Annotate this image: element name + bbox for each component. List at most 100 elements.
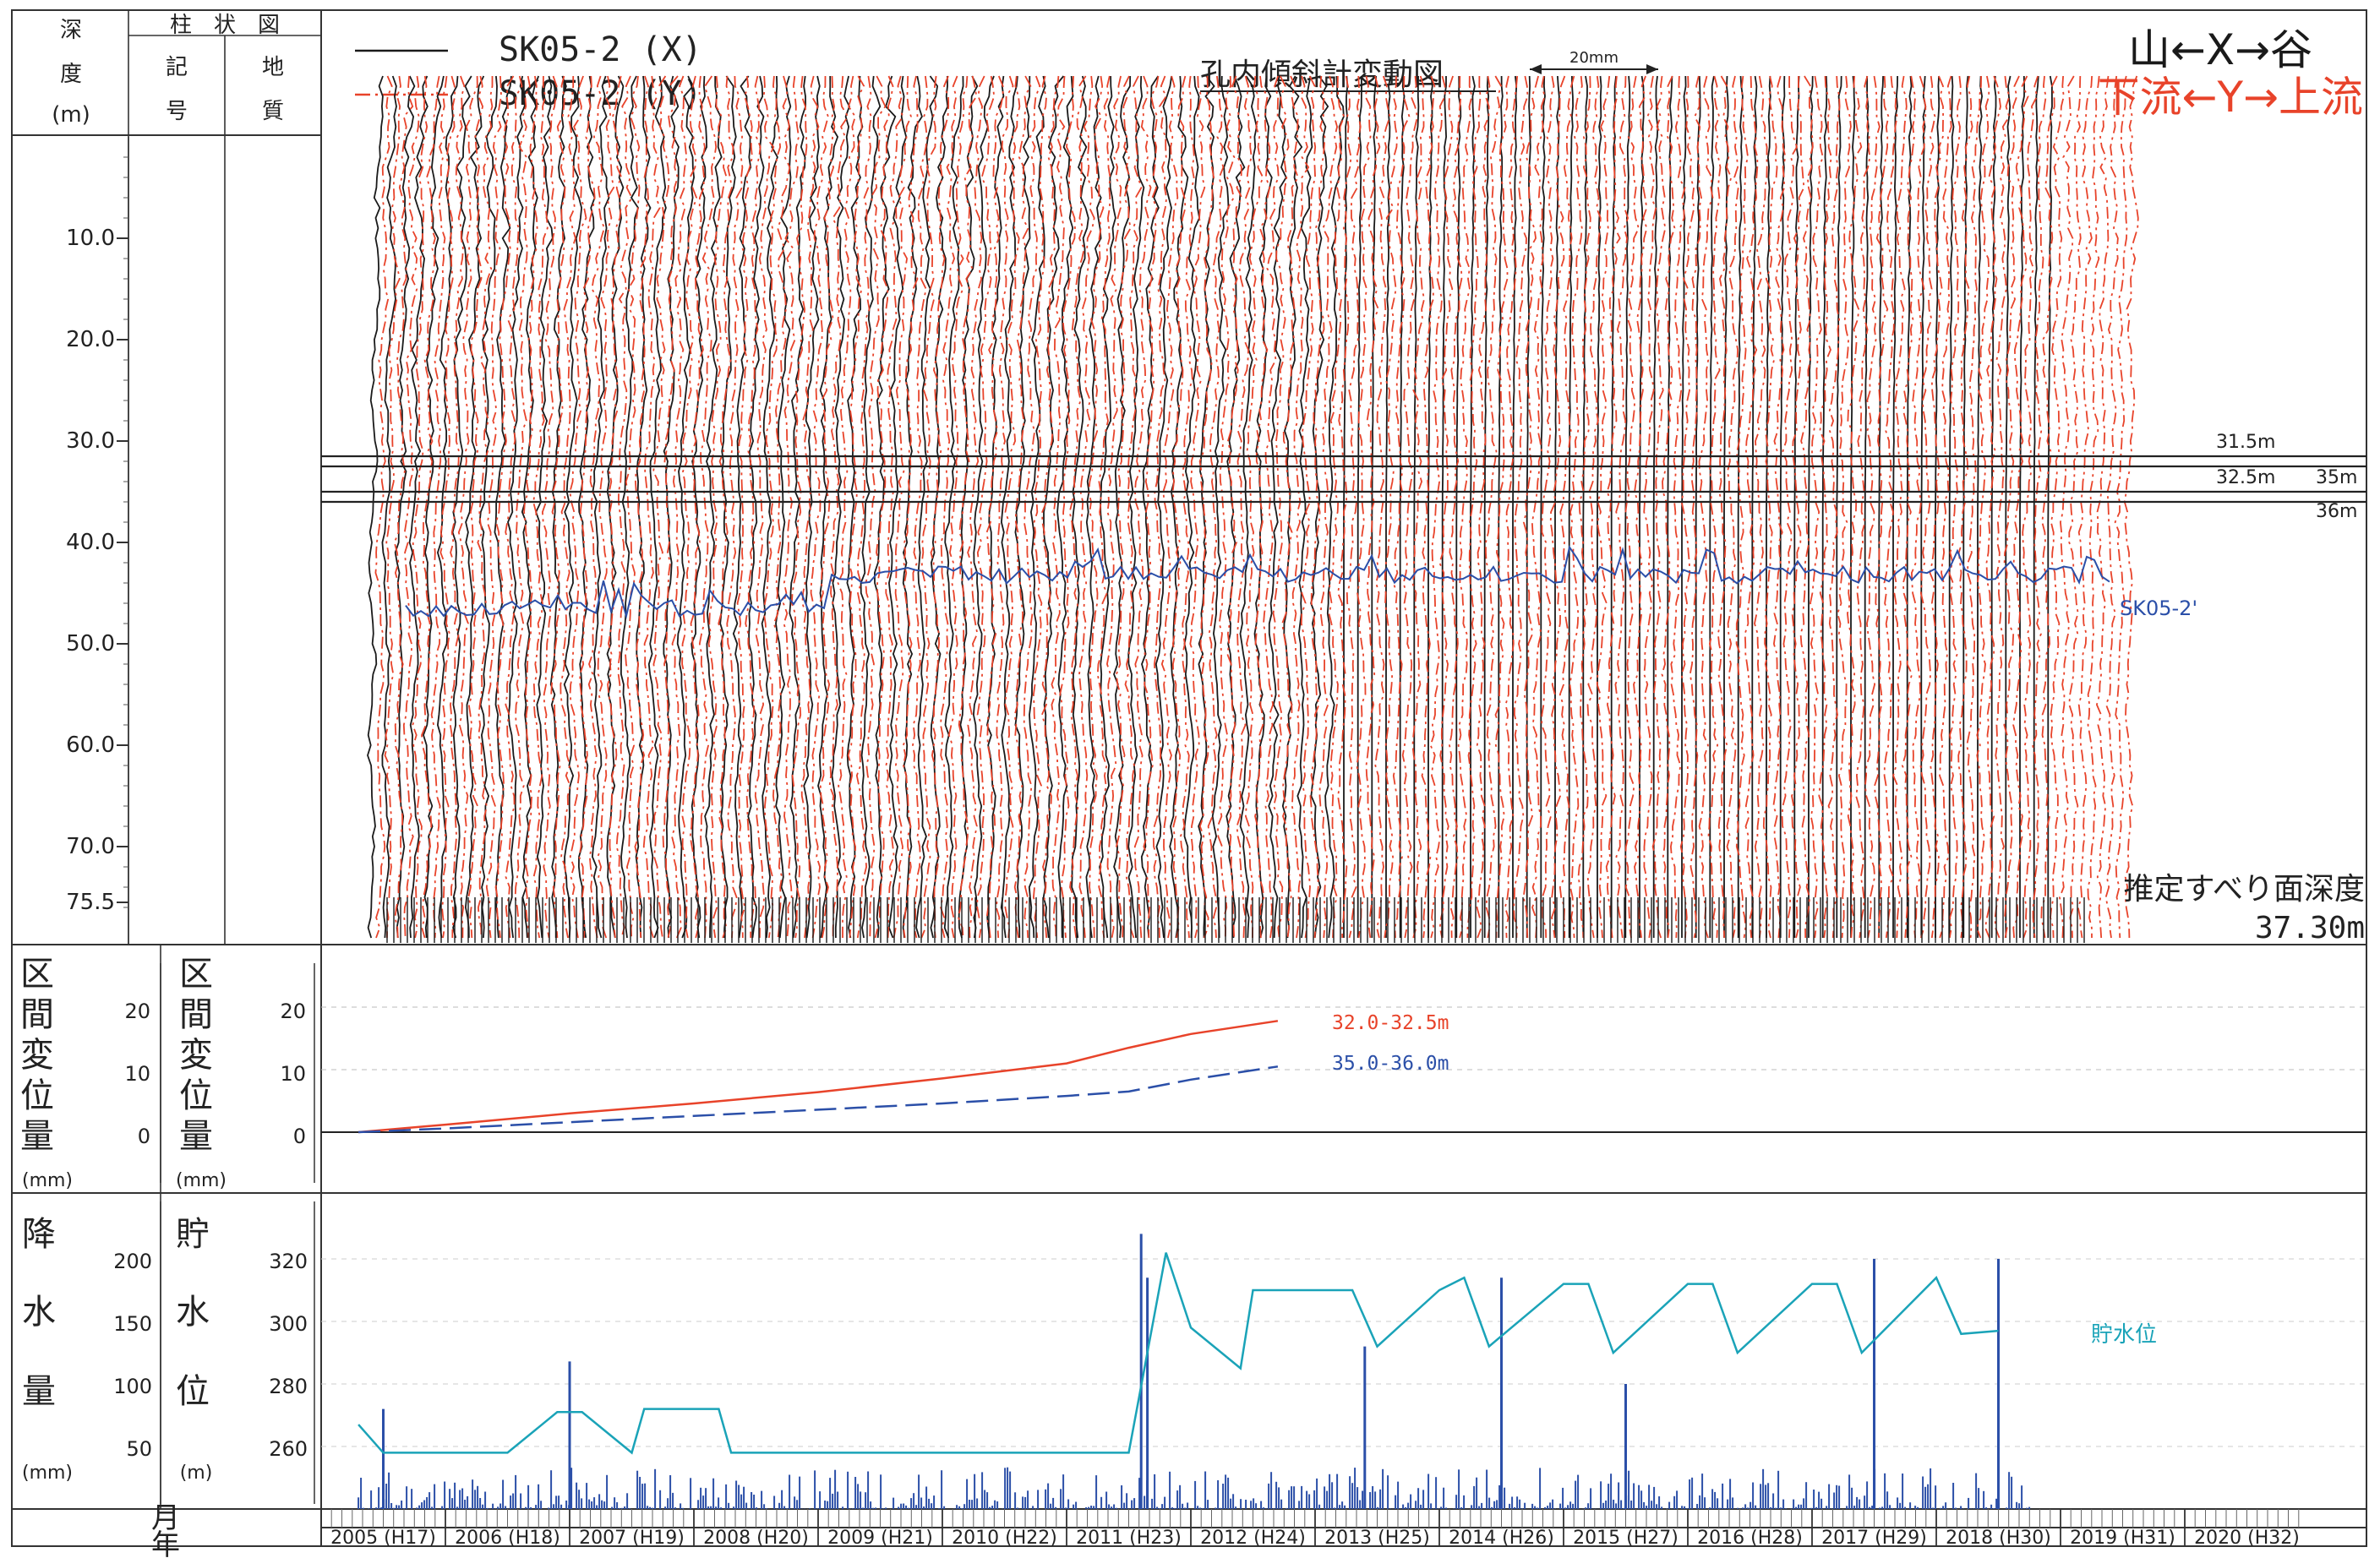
profile-x (1836, 75, 1842, 938)
profile-x (789, 75, 807, 939)
profile-x (1085, 75, 1102, 939)
profile-x (1695, 75, 1701, 938)
profile-y (2012, 75, 2029, 939)
profile-y (1143, 75, 1160, 939)
profile-x (1183, 75, 1201, 939)
inclinometer-profiles (367, 75, 2139, 943)
profile-y (402, 75, 420, 939)
profile-y (1569, 75, 1583, 939)
profile-y (1791, 75, 1805, 939)
profile-x (1990, 75, 1997, 938)
header-depth-1: 深 (60, 18, 82, 43)
profile-y (1994, 75, 2011, 939)
direction-x-label: 山←X→谷 (2128, 25, 2312, 74)
profile-y (865, 75, 887, 939)
profile-y (642, 75, 661, 939)
profile-y (662, 75, 679, 939)
profile-y (1457, 75, 1473, 939)
year-label: 2007 (H19) (579, 1528, 685, 1549)
profile-x (902, 75, 923, 939)
profile-x (691, 75, 708, 939)
profile-y (1633, 75, 1648, 939)
svg-text:200: 200 (113, 1250, 152, 1273)
profile-y (1096, 75, 1111, 939)
depth-tick-label: 40.0 (66, 530, 115, 555)
profile-y (1244, 75, 1264, 939)
profile-x (1385, 75, 1392, 938)
profile-x (915, 75, 939, 939)
header-depth-3: (m) (52, 102, 90, 128)
year-labels: 2005 (H17) 2006 (H18) 2007 (H19) 2008 (H20)… (320, 1509, 2300, 1549)
profile-x (1948, 75, 1955, 938)
profile-x (1483, 75, 1490, 938)
depth-tick-label: 20.0 (66, 327, 115, 352)
profile-x (676, 75, 696, 939)
p2-ticks-right: 20 10 0 (280, 1000, 306, 1148)
profile-y (1577, 75, 1591, 939)
profile-y (1198, 75, 1215, 939)
svg-text:間: 間 (179, 995, 213, 1034)
profile-y (726, 75, 744, 939)
p2-right-unit: (mm) (176, 1170, 227, 1191)
svg-text:水: 水 (176, 1293, 210, 1332)
profile-y (1966, 75, 1982, 939)
year-label: 2008 (H20) (703, 1528, 809, 1549)
profile-y (1772, 75, 1787, 939)
profile-y (578, 75, 596, 939)
profile-x (1906, 75, 1913, 938)
profile-y (1549, 75, 1566, 939)
profile-y (393, 75, 414, 939)
profile-y (1272, 75, 1290, 939)
profile-y (920, 75, 937, 939)
profile-y (947, 75, 969, 939)
legend: SK05-2 (X) SK05-2 (Y) (355, 30, 702, 113)
profile-y (541, 75, 558, 939)
depth-tick-label: 70.0 (66, 834, 115, 859)
p2-series-red-label: 32.0-32.5m (1332, 1012, 1449, 1034)
profile-y (430, 75, 448, 939)
profile-y (1541, 75, 1555, 939)
profile-x (620, 75, 640, 939)
p3-right-label: 貯 水 位 (176, 1215, 210, 1411)
year-label: 2020 (H32) (2194, 1528, 2300, 1549)
profile-y (1984, 75, 2001, 939)
profile-y (1068, 75, 1087, 939)
series-35-0-36-0 (358, 1065, 1279, 1134)
profile-x (1169, 75, 1189, 939)
profile-y (477, 76, 494, 939)
reservoir-label: 貯水位 (2091, 1322, 2157, 1348)
profile-y (995, 75, 1014, 939)
profile-x (704, 76, 723, 939)
profile-y (1291, 75, 1310, 939)
profile-y (2003, 75, 2020, 939)
year-label: 2005 (H17) (330, 1528, 436, 1549)
profile-x (1977, 75, 1984, 938)
profile-y (1707, 75, 1722, 939)
profile-x (1455, 75, 1462, 938)
profile-x (1071, 75, 1089, 939)
depth-tick-label: 30.0 (66, 428, 115, 454)
profile-y (1735, 75, 1750, 939)
profile-y (1476, 75, 1491, 939)
svg-text:10: 10 (280, 1062, 306, 1086)
profile-x (1140, 75, 1160, 939)
profile-x (1155, 75, 1173, 939)
year-label: 2006 (H18) (455, 1528, 560, 1549)
profile-y (2077, 75, 2093, 939)
profile-x (943, 75, 964, 939)
profile-y (1013, 75, 1032, 939)
profile-x (1709, 75, 1715, 938)
profile-x (2033, 75, 2039, 938)
profile-y (2123, 75, 2139, 939)
profile-y (1818, 75, 1832, 939)
p2-left-label: 区 間 変 位 量 (20, 955, 54, 1156)
profile-y (1781, 76, 1798, 939)
profile-y (1929, 75, 1945, 939)
profile-y (1754, 75, 1768, 939)
svg-text:量: 量 (20, 1117, 54, 1156)
direction-y-label: 下流←Y→上流 (2098, 73, 2363, 122)
profile-y (1883, 75, 1898, 939)
profile-y (1605, 75, 1621, 939)
profile-y (707, 75, 728, 939)
water-series-label: SK05-2' (2120, 597, 2197, 620)
